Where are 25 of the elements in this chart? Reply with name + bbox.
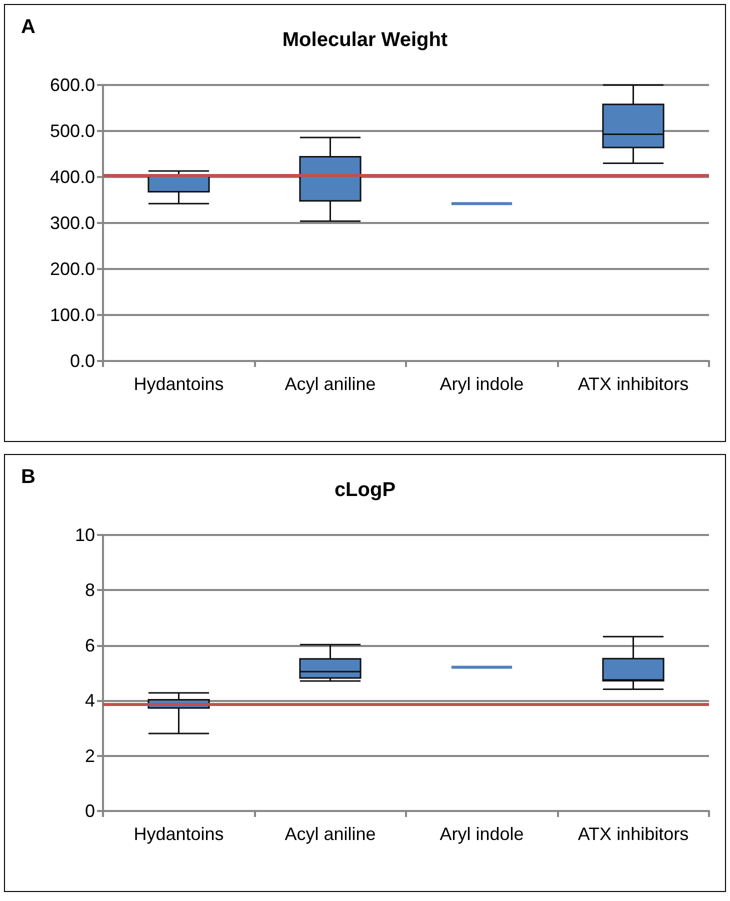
y-tick-label: 400.0: [50, 167, 95, 187]
y-tick-label: 300.0: [50, 213, 95, 233]
y-tick-label: 200.0: [50, 259, 95, 279]
y-tick-label: 10: [74, 525, 95, 545]
text: A: [21, 16, 36, 38]
y-tick-label: 2: [84, 746, 95, 766]
chart-title: cLogP: [334, 479, 396, 501]
x-tick-label: ATX inhibitors: [578, 824, 689, 844]
y-tick-label: 500.0: [50, 121, 95, 141]
y-tick-label: 4: [84, 690, 95, 711]
y-tick-label: 600.0: [50, 75, 95, 95]
text: B: [21, 466, 36, 488]
y-tick-label: 100.0: [50, 305, 95, 325]
chart-title: Molecular Weight: [282, 29, 448, 51]
x-tick-label: Hydantoins: [134, 824, 224, 844]
x-tick-label: Aryl indole: [440, 374, 524, 394]
y-tick-label: 0.0: [70, 351, 95, 371]
x-tick-label: Hydantoins: [134, 374, 224, 394]
y-tick-label: 8: [84, 580, 95, 600]
x-tick-label: Acyl aniline: [284, 824, 376, 844]
x-tick-label: Aryl indole: [440, 824, 524, 844]
x-tick-label: ATX inhibitors: [578, 374, 689, 394]
x-tick-label: Acyl aniline: [284, 374, 376, 394]
y-tick-label: 6: [84, 635, 95, 656]
y-tick-label: 0: [84, 801, 95, 821]
